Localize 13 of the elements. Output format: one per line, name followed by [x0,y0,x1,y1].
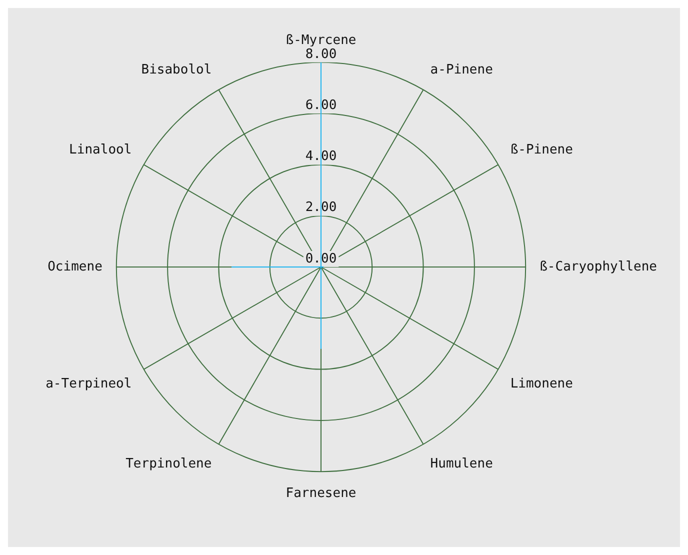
spoke-label: Farnesene [286,486,356,501]
spoke-label: Humulene [430,456,494,472]
spoke-label: Ocimene [48,259,103,274]
spoke-label: ß-Myrcene [286,32,356,48]
spoke-label: Linalool [69,142,132,158]
spoke-label: Limonene [510,376,574,392]
spoke-label: a-Pinene [430,62,494,78]
spoke-label: Bisabolol [141,62,212,78]
y-tick-label: 8.00 [305,46,337,62]
spoke-label: ß-Caryophyllene [540,259,658,274]
spoke-label: Terpinolene [126,456,212,472]
spoke-label: ß-Pinene [510,142,574,158]
spoke-label: a-Terpineol [46,376,132,392]
